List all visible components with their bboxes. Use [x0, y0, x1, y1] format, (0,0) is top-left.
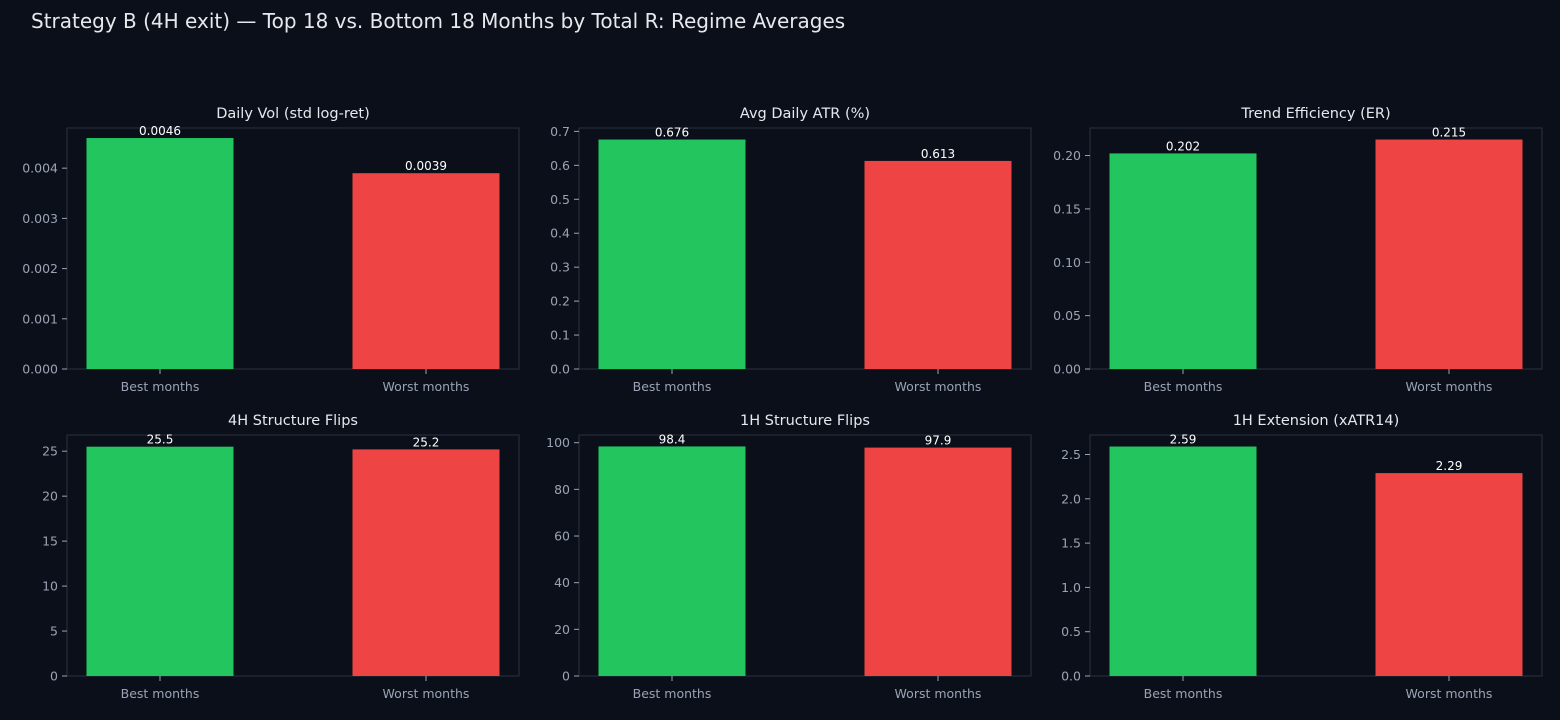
x-tick-label: Best months	[633, 686, 712, 701]
y-tick-label: 0.00	[1053, 362, 1081, 377]
bar-best-months	[1109, 153, 1257, 369]
bar-value-label: 98.4	[659, 432, 686, 446]
y-tick-label: 2.0	[1061, 491, 1081, 506]
bar-value-label: 25.2	[413, 435, 440, 449]
x-tick-label: Best months	[1144, 686, 1223, 701]
y-tick-label: 0.000	[22, 362, 58, 377]
y-tick-label: 1.0	[1061, 580, 1081, 595]
bar-best-months	[1109, 446, 1257, 676]
bar-best-months	[598, 446, 746, 676]
panel-5: 1H Structure Flips 98.4 Best months 97.9 Wor…	[546, 413, 1032, 701]
bar-value-label: 0.215	[1432, 126, 1466, 140]
y-tick-label: 1.5	[1061, 536, 1081, 551]
panel-title: Avg Daily ATR (%)	[740, 106, 870, 122]
panel-3: Trend Efficiency (ER) 0.202 Best months 0.2…	[1053, 106, 1543, 394]
bar-worst-months	[1375, 473, 1523, 676]
y-tick-label: 0.20	[1053, 148, 1081, 163]
y-tick-label: 0	[562, 669, 570, 684]
y-tick-label: 0.7	[550, 124, 570, 139]
x-tick-label: Worst months	[895, 686, 982, 701]
y-tick-label: 20	[42, 489, 58, 504]
y-tick-label: 0.5	[550, 192, 570, 207]
panel-title: Daily Vol (std log-ret)	[216, 106, 370, 122]
bar-worst-months	[864, 447, 1012, 676]
x-tick-label: Worst months	[383, 686, 470, 701]
x-tick-label: Worst months	[895, 379, 982, 394]
bar-value-label: 0.202	[1166, 139, 1200, 153]
bar-value-label: 0.0039	[405, 159, 447, 173]
x-tick-label: Worst months	[1406, 379, 1493, 394]
bar-worst-months	[352, 449, 500, 676]
bar-best-months	[598, 139, 746, 369]
bar-value-label: 97.9	[925, 434, 952, 448]
figure-title: Strategy B (4H exit) — Top 18 vs. Bottom…	[31, 9, 846, 33]
bar-best-months	[86, 138, 234, 369]
bar-worst-months	[864, 160, 1012, 369]
y-tick-label: 0.2	[550, 294, 570, 309]
y-tick-label: 0.5	[1061, 624, 1081, 639]
y-tick-label: 0.0	[550, 362, 570, 377]
y-tick-label: 0.4	[550, 226, 570, 241]
x-tick-label: Worst months	[1406, 686, 1493, 701]
y-tick-label: 0.002	[22, 261, 58, 276]
y-tick-label: 60	[554, 529, 570, 544]
panel-6: 1H Extension (xATR14) 2.59 Best months 2.29…	[1061, 413, 1543, 701]
y-tick-label: 2.5	[1061, 447, 1081, 462]
bar-value-label: 0.676	[655, 126, 689, 140]
y-tick-label: 0.004	[22, 161, 58, 176]
y-tick-label: 0.1	[550, 328, 570, 343]
bar-value-label: 2.59	[1170, 433, 1197, 447]
y-tick-label: 0	[50, 669, 58, 684]
bar-value-label: 25.5	[147, 433, 174, 447]
y-tick-label: 5	[50, 624, 58, 639]
x-tick-label: Best months	[121, 686, 200, 701]
bar-worst-months	[352, 173, 500, 369]
panel-title: 4H Structure Flips	[228, 413, 358, 429]
y-tick-label: 20	[554, 622, 570, 637]
y-tick-label: 10	[42, 579, 58, 594]
y-tick-label: 0.001	[22, 311, 58, 326]
panel-title: Trend Efficiency (ER)	[1240, 106, 1390, 122]
y-tick-label: 25	[42, 444, 58, 459]
y-tick-label: 0.003	[22, 211, 58, 226]
bar-value-label: 0.0046	[139, 124, 181, 138]
bar-worst-months	[1375, 139, 1523, 369]
panel-1: Daily Vol (std log-ret) 0.0046 Best months…	[22, 106, 520, 394]
bar-best-months	[86, 446, 234, 676]
y-tick-label: 15	[42, 534, 58, 549]
y-tick-label: 0.05	[1053, 308, 1081, 323]
x-tick-label: Best months	[1144, 379, 1223, 394]
y-tick-label: 0.0	[1061, 669, 1081, 684]
y-tick-label: 0.3	[550, 260, 570, 275]
panel-title: 1H Structure Flips	[740, 413, 870, 429]
panel-title: 1H Extension (xATR14)	[1233, 413, 1400, 429]
y-tick-label: 0.15	[1053, 201, 1081, 216]
x-tick-label: Best months	[633, 379, 712, 394]
bar-value-label: 2.29	[1436, 459, 1463, 473]
y-tick-label: 100	[546, 435, 570, 450]
x-tick-label: Worst months	[383, 379, 470, 394]
bar-value-label: 0.613	[921, 147, 955, 161]
y-tick-label: 80	[554, 482, 570, 497]
x-tick-label: Best months	[121, 379, 200, 394]
y-tick-label: 40	[554, 575, 570, 590]
y-tick-label: 0.10	[1053, 255, 1081, 270]
y-tick-label: 0.6	[550, 158, 570, 173]
panel-4: 4H Structure Flips 25.5 Best months 25.2 Wor…	[42, 413, 520, 701]
panel-2: Avg Daily ATR (%) 0.676 Best months 0.613 Wo…	[550, 106, 1032, 394]
